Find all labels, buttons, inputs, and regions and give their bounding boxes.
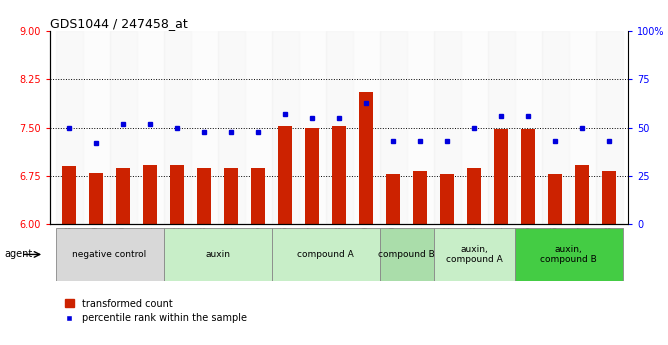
Text: GDS1044 / 247458_at: GDS1044 / 247458_at <box>50 17 188 30</box>
Bar <box>359 92 373 224</box>
Bar <box>407 31 434 224</box>
Bar <box>325 31 353 224</box>
Text: compound B: compound B <box>378 250 435 259</box>
Bar <box>244 31 271 224</box>
Bar <box>494 129 508 224</box>
Bar <box>331 126 347 224</box>
Bar <box>385 174 400 224</box>
Text: auxin,
compound A: auxin, compound A <box>446 245 502 264</box>
Bar <box>440 174 454 224</box>
Bar <box>224 168 238 224</box>
Bar <box>278 126 293 224</box>
Bar <box>460 31 488 224</box>
Bar <box>413 171 428 224</box>
Bar <box>136 31 164 224</box>
Bar <box>164 31 190 224</box>
Bar <box>379 228 434 281</box>
Bar <box>271 31 299 224</box>
Bar <box>142 165 158 224</box>
Bar <box>568 31 595 224</box>
Bar <box>218 31 244 224</box>
Bar <box>250 168 265 224</box>
Bar <box>83 31 110 224</box>
Bar <box>116 168 130 224</box>
Bar <box>110 31 136 224</box>
Bar <box>55 228 164 281</box>
Bar <box>595 31 623 224</box>
Bar <box>542 31 568 224</box>
Bar <box>466 168 482 224</box>
Bar <box>602 171 617 224</box>
Bar <box>196 168 212 224</box>
Bar <box>520 129 536 224</box>
Bar <box>434 31 460 224</box>
Text: compound A: compound A <box>297 250 354 259</box>
Text: auxin,
compound B: auxin, compound B <box>540 245 597 264</box>
Bar <box>434 228 514 281</box>
Bar <box>61 166 76 224</box>
Legend: transformed count, percentile rank within the sample: transformed count, percentile rank withi… <box>61 295 251 327</box>
Bar <box>299 31 325 224</box>
Bar <box>55 31 83 224</box>
Bar <box>379 31 407 224</box>
Bar <box>488 31 514 224</box>
Bar <box>271 228 379 281</box>
Bar <box>190 31 218 224</box>
Bar <box>170 165 184 224</box>
Bar <box>353 31 379 224</box>
Bar <box>514 31 542 224</box>
Bar <box>514 228 623 281</box>
Bar <box>164 228 271 281</box>
Bar <box>89 173 104 224</box>
Bar <box>548 174 562 224</box>
Text: agent: agent <box>4 249 32 259</box>
Bar <box>305 128 319 224</box>
Text: negative control: negative control <box>72 250 147 259</box>
Bar <box>574 165 589 224</box>
Text: auxin: auxin <box>205 250 230 259</box>
